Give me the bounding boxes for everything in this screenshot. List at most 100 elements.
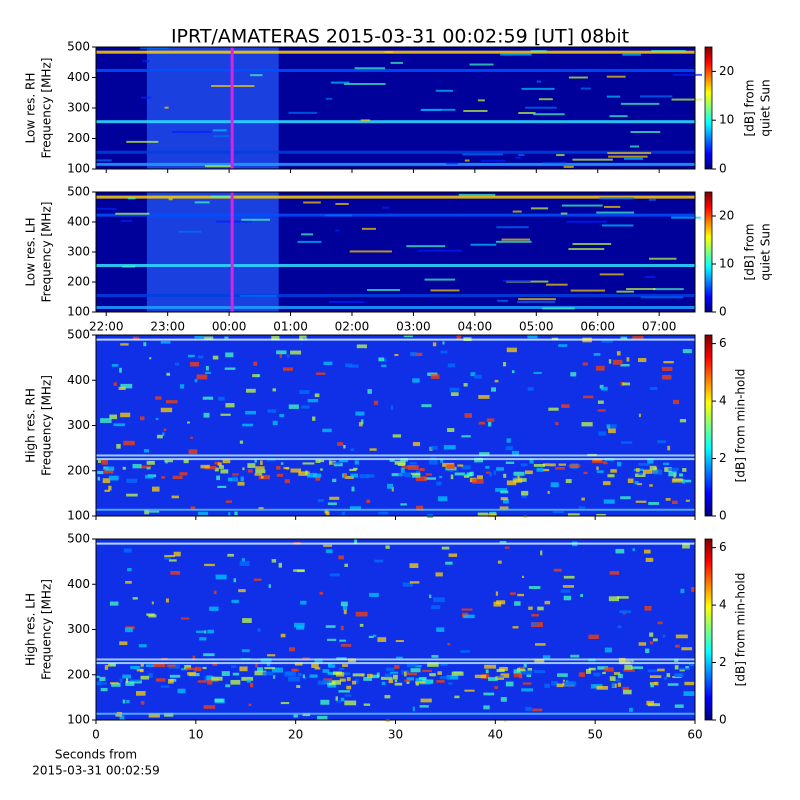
spectrogram-speck bbox=[647, 458, 654, 464]
spectrogram-speck bbox=[476, 475, 483, 480]
spectrogram-speck bbox=[513, 478, 523, 483]
y-tick-label: 300 bbox=[67, 245, 90, 259]
spectrogram-speck bbox=[607, 474, 615, 478]
spectrogram-speck bbox=[205, 365, 209, 371]
spectrogram-speck bbox=[293, 714, 298, 718]
spectrogram-speck bbox=[332, 478, 337, 483]
spectrogram-speck bbox=[433, 597, 445, 603]
x-tick-label: 20 bbox=[288, 728, 303, 742]
spectrogram-speck bbox=[245, 410, 257, 415]
spectrogram-speck bbox=[169, 674, 181, 678]
colorbar-tick-label: 6 bbox=[719, 540, 727, 554]
spectrogram-speck bbox=[400, 503, 407, 506]
spectrogram-speck bbox=[271, 336, 280, 341]
spectrogram-speck bbox=[483, 692, 495, 696]
spectrogram-speck bbox=[588, 634, 599, 639]
spectrogram-speck bbox=[582, 395, 594, 399]
y-axis-label: High res. RH bbox=[24, 388, 38, 463]
spectrogram-speck bbox=[391, 473, 403, 477]
spectrogram-speck bbox=[148, 614, 157, 618]
spectrogram-speck bbox=[353, 467, 358, 470]
x-tick-label: 10 bbox=[188, 728, 203, 742]
spectrogram-speck bbox=[450, 392, 459, 396]
spectrogram-speck bbox=[372, 634, 377, 637]
spectrogram-speck bbox=[606, 424, 617, 429]
spectrogram-speck bbox=[513, 672, 522, 678]
spectrogram-speck bbox=[517, 300, 556, 303]
spectrogram-speck bbox=[179, 384, 185, 389]
spectrogram-speck bbox=[207, 679, 213, 685]
spectrogram-speck bbox=[203, 412, 210, 418]
spectrogram-speck bbox=[493, 601, 502, 607]
spectrogram-speck bbox=[148, 713, 160, 718]
spectrogram-speck bbox=[160, 407, 173, 413]
spectrogram-speck bbox=[601, 224, 634, 227]
spectrogram-speck bbox=[96, 159, 112, 162]
spectrogram-speck bbox=[205, 371, 211, 374]
spectrogram-speck bbox=[327, 502, 337, 506]
spectrogram-speck bbox=[170, 571, 181, 575]
spectrogram-speck bbox=[241, 649, 250, 653]
spectrogram-speck bbox=[682, 468, 687, 472]
spectrogram-speck bbox=[119, 367, 122, 373]
spectrogram-speck bbox=[604, 667, 614, 672]
spectrogram-speck bbox=[96, 675, 100, 678]
spectrogram-speck bbox=[549, 463, 556, 467]
spectrogram-speck bbox=[663, 361, 674, 364]
spectrogram-speck bbox=[485, 471, 491, 474]
spectrogram-speck bbox=[657, 621, 663, 625]
spectrogram-speck bbox=[616, 596, 629, 599]
spectrogram-speck bbox=[662, 374, 672, 380]
spectrogram-speck bbox=[215, 574, 227, 580]
spectrogram-speck bbox=[246, 388, 256, 393]
spectrogram-speck bbox=[674, 673, 684, 678]
spectrogram-speck bbox=[349, 468, 357, 472]
spectrogram-speck bbox=[325, 97, 333, 100]
spectrogram-speck bbox=[132, 336, 140, 341]
spectrogram-speck bbox=[525, 106, 557, 109]
spectrogram-speck bbox=[258, 474, 270, 480]
spectrogram-speck bbox=[622, 612, 626, 615]
spectrogram-band bbox=[96, 195, 695, 199]
spectrogram-speck bbox=[450, 474, 454, 480]
spectrogram-speck bbox=[447, 428, 455, 433]
spectrogram-speck bbox=[616, 461, 622, 467]
spectrogram-speck bbox=[163, 428, 167, 432]
spectrogram-speck bbox=[662, 634, 666, 638]
spectrogram-speck bbox=[301, 405, 310, 409]
spectrogram-speck bbox=[332, 461, 341, 465]
spectrogram-speck bbox=[599, 384, 604, 389]
spectrogram-speck bbox=[524, 470, 533, 475]
spectrogram-speck bbox=[161, 476, 165, 479]
spectrogram-speck bbox=[604, 647, 612, 653]
spectrogram-speck bbox=[312, 416, 316, 421]
spectrogram-speck bbox=[342, 605, 348, 611]
spectrogram-speck bbox=[506, 438, 511, 443]
spectrogram-speck bbox=[224, 367, 236, 370]
spectrogram-speck bbox=[302, 657, 310, 660]
spectrogram-speck bbox=[425, 473, 432, 476]
spectrogram-speck bbox=[437, 496, 448, 502]
spectrogram-speck bbox=[558, 463, 567, 466]
spectrogram-speck bbox=[529, 458, 534, 464]
spectrogram-speck bbox=[164, 556, 172, 560]
colorbar-label: quiet Sun bbox=[759, 223, 773, 280]
spectrogram-speck bbox=[359, 474, 370, 479]
spectrogram-speck bbox=[322, 680, 332, 684]
spectrogram-band bbox=[96, 338, 695, 341]
colorbar bbox=[704, 191, 713, 313]
spectrogram-speck bbox=[415, 681, 426, 684]
spectrogram-speck bbox=[499, 666, 508, 671]
spectrogram-speck bbox=[597, 400, 604, 404]
spectrogram-speck bbox=[598, 431, 607, 436]
spectrogram-speck bbox=[635, 468, 640, 473]
spectrogram-speck bbox=[542, 655, 551, 659]
spectrogram-speck bbox=[278, 562, 282, 568]
spectrogram-speck bbox=[527, 668, 533, 671]
spectrogram-speck bbox=[484, 664, 497, 669]
spectrogram-speck bbox=[629, 707, 633, 712]
spectrogram-speck bbox=[412, 378, 420, 383]
spectrogram-speck bbox=[297, 672, 302, 677]
colorbar-tick-label: 20 bbox=[719, 64, 734, 78]
spectrogram-image bbox=[96, 192, 701, 312]
